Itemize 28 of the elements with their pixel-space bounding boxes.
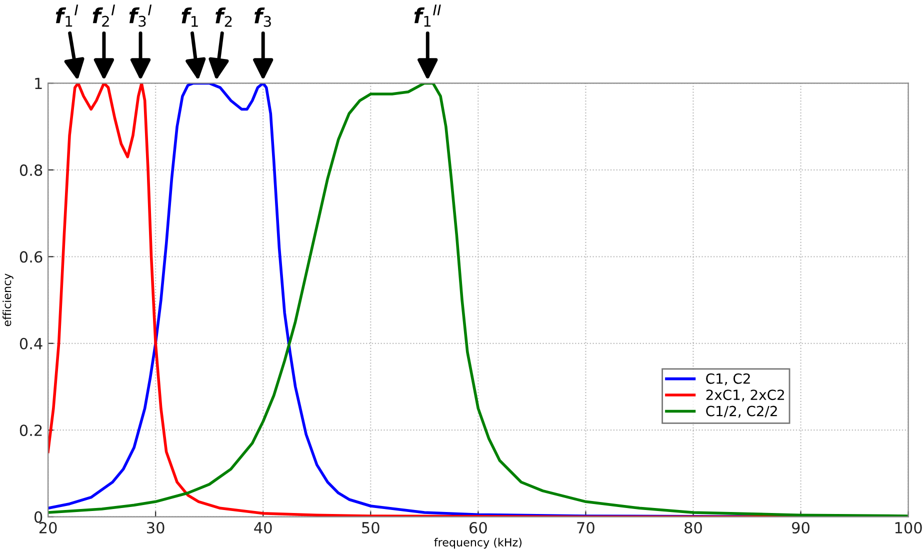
y-tick-label: 0.4 bbox=[20, 338, 42, 350]
legend-label: 2xC1, 2xC2 bbox=[706, 390, 784, 402]
x-tick-label: 30 bbox=[147, 522, 164, 534]
x-tick-label: 70 bbox=[577, 522, 594, 534]
annotation: f$_{3}$$^{I}$ bbox=[129, 4, 152, 27]
annotation: f$_{2}$$^{I}$ bbox=[92, 4, 115, 27]
annotation: f$_{1}$ bbox=[182, 7, 198, 27]
x-axis-title: frequency (kHz) bbox=[434, 538, 522, 549]
annotation: f$_{2}$ bbox=[216, 7, 232, 27]
annotation: f$_{1}$$^{I}$ bbox=[56, 4, 78, 27]
x-tick-label: 60 bbox=[470, 522, 487, 534]
x-tick-label: 40 bbox=[254, 522, 272, 534]
y-tick-label: 1 bbox=[35, 78, 42, 90]
annotation: f$_{3}$ bbox=[254, 7, 271, 27]
x-tick-label: 20 bbox=[39, 522, 57, 534]
legend-label: C1, C2 bbox=[706, 373, 750, 386]
x-tick-label: 90 bbox=[792, 522, 810, 534]
line-series bbox=[48, 83, 908, 517]
annotation: f$_{1}$$^{II}$ bbox=[414, 4, 441, 27]
y-tick-label: 0 bbox=[34, 511, 42, 523]
x-tick-label: 80 bbox=[684, 522, 702, 534]
x-tick-label: 50 bbox=[362, 522, 380, 534]
y-tick-label: 0.8 bbox=[20, 164, 42, 176]
y-tick-label: 0.2 bbox=[20, 424, 42, 436]
y-tick-label: 0.6 bbox=[20, 251, 42, 263]
y-axis-title: efficiency bbox=[2, 274, 14, 326]
x-tick-label: 100 bbox=[895, 522, 922, 534]
legend-label: C1/2, C2/2 bbox=[706, 406, 777, 418]
